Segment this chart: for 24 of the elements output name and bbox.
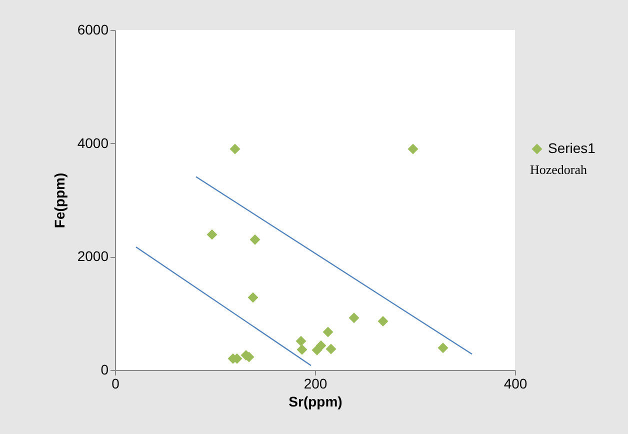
x-axis-title: Sr(ppm) bbox=[288, 394, 342, 410]
point bbox=[206, 229, 218, 240]
point bbox=[322, 326, 334, 338]
point bbox=[326, 344, 336, 354]
point bbox=[408, 144, 418, 154]
point bbox=[248, 292, 258, 303]
y-tick-label: 0 bbox=[100, 362, 109, 378]
y-tick-label: 4000 bbox=[77, 134, 109, 151]
point bbox=[316, 340, 326, 351]
legend-label: Series1 bbox=[548, 140, 596, 156]
x-tick-label: 200 bbox=[304, 376, 328, 392]
y-tick-label: 6000 bbox=[77, 22, 109, 38]
point bbox=[250, 234, 260, 245]
point bbox=[296, 336, 306, 346]
point bbox=[348, 312, 360, 324]
point bbox=[378, 316, 388, 327]
x-tick-label: 400 bbox=[504, 376, 528, 392]
y-tick-label: 2000 bbox=[77, 248, 109, 264]
y-axis-title: Fe(ppm) bbox=[51, 172, 68, 228]
point bbox=[438, 342, 448, 354]
point bbox=[296, 344, 308, 355]
x-tick-label: 0 bbox=[112, 376, 120, 392]
point bbox=[230, 144, 240, 154]
text: Hozedorah bbox=[530, 162, 588, 177]
